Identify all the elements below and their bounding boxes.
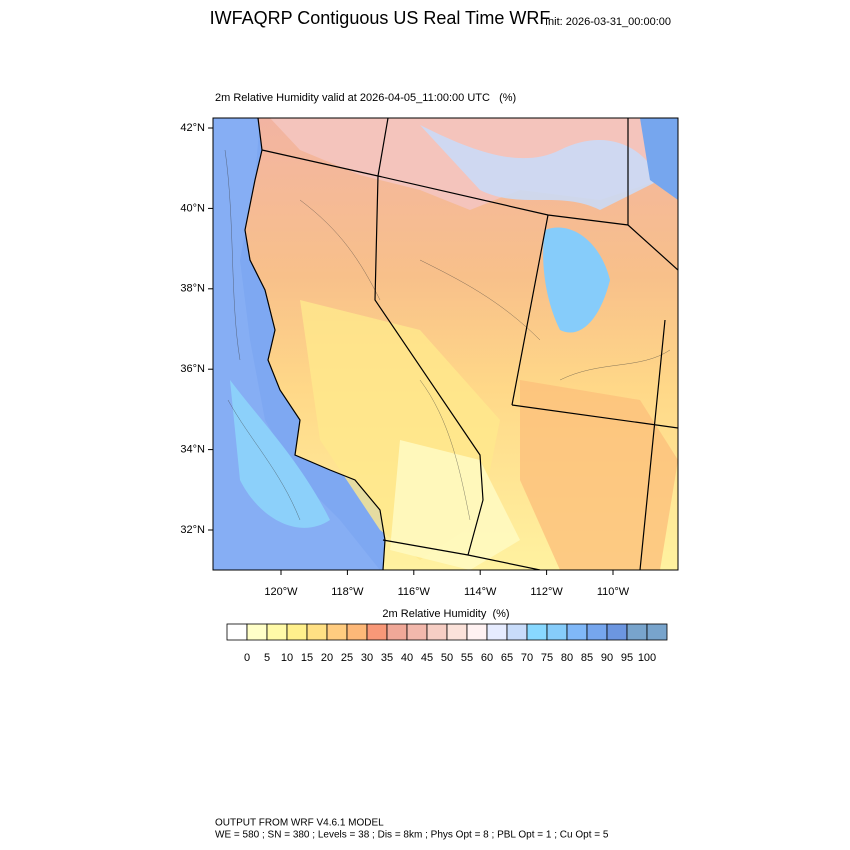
colorbar-label: 10: [281, 652, 293, 664]
colorbar-label: 100: [638, 652, 656, 664]
coastline: [244, 118, 386, 570]
footer-line1: OUTPUT FROM WRF V4.6.1 MODEL: [215, 818, 384, 829]
lon-ticks: 120°W 118°W 116°W 114°W 112°W 110°W: [264, 570, 630, 598]
colorbar-label: 5: [264, 652, 270, 664]
colorbar-label: 85: [581, 652, 593, 664]
lon-tick-label: 112°W: [530, 586, 563, 598]
colorbar-box: [246, 623, 268, 641]
colorbar-box: [366, 623, 388, 641]
colorbar-box: [346, 623, 368, 641]
lat-tick-label: 34°N: [180, 444, 205, 456]
colorbar: 0 5 10 15 20 25 30 35 40 45 50 55 60 65 70 75 80 85 90 95 10…: [226, 623, 668, 664]
colorbar-box: [446, 623, 468, 641]
lon-tick-label: 110°W: [597, 586, 630, 598]
lon-tick-label: 116°W: [398, 586, 431, 598]
colorbar-label: 70: [521, 652, 533, 664]
colorbar-label: 25: [341, 652, 353, 664]
colorbar-label: 45: [421, 652, 433, 664]
colorbar-box: [306, 623, 328, 641]
title: IWFAQRP Contiguous US Real Time WRF: [210, 8, 551, 28]
footer-line2: WE = 580 ; SN = 380 ; Levels = 38 ; Dis …: [215, 830, 609, 841]
colorbar-label: 95: [621, 652, 633, 664]
colorbar-box: [466, 623, 488, 641]
colorbar-title: 2m Relative Humidity (%): [382, 608, 509, 620]
colorbar-label: 60: [481, 652, 493, 664]
north-blue: [420, 125, 660, 210]
lat-tick-label: 40°N: [180, 202, 205, 214]
colorbar-box: [326, 623, 348, 641]
colorbar-label: 90: [601, 652, 613, 664]
init-time: Init: 2026-03-31_00:00:00: [545, 16, 671, 28]
state-borders: [261, 118, 678, 570]
colorbar-box: [646, 623, 668, 641]
map-field: [213, 118, 678, 570]
colorbar-label: 20: [321, 652, 333, 664]
map-frame: [212, 117, 679, 571]
colorbar-box: [486, 623, 508, 641]
colorbar-box: [266, 623, 288, 641]
colorbar-box: [226, 623, 248, 641]
lon-tick-label: 114°W: [464, 586, 497, 598]
colorbar-box: [546, 623, 568, 641]
colorbar-label: 65: [501, 652, 513, 664]
colorbar-label: 35: [381, 652, 393, 664]
utah-blue: [543, 227, 610, 333]
colorbar-label: 75: [541, 652, 553, 664]
lat-ticks: 42°N 40°N 38°N 36°N 34°N 32°N: [180, 122, 213, 536]
ne-blue: [640, 118, 678, 200]
colorbar-label: 55: [461, 652, 473, 664]
colorbar-box: [526, 623, 548, 641]
colorbar-box: [586, 623, 608, 641]
lon-tick-label: 118°W: [331, 586, 364, 598]
colorbar-box: [426, 623, 448, 641]
colorbar-label: 80: [561, 652, 573, 664]
colorbar-box: [566, 623, 588, 641]
lat-tick-label: 36°N: [180, 363, 205, 375]
desert-driest: [390, 440, 520, 570]
lat-tick-label: 32°N: [180, 524, 205, 536]
colorbar-box: [626, 623, 648, 641]
colorbar-label: 15: [301, 652, 313, 664]
lat-tick-label: 42°N: [180, 122, 205, 134]
lon-tick-label: 120°W: [264, 586, 298, 598]
colorbar-label: 40: [401, 652, 413, 664]
colorbar-box: [506, 623, 528, 641]
colorbar-box: [406, 623, 428, 641]
colorbar-label: 0: [244, 652, 250, 664]
colorbar-box: [606, 623, 628, 641]
arizona: [520, 380, 678, 570]
colorbar-box: [286, 623, 308, 641]
contours: [224, 149, 671, 521]
colorbar-box: [386, 623, 408, 641]
colorbar-label: 50: [441, 652, 453, 664]
colorbar-label: 30: [361, 652, 373, 664]
map-subtitle: 2m Relative Humidity valid at 2026-04-05…: [215, 92, 516, 104]
ocean-humid-patch: [230, 380, 330, 528]
lat-tick-label: 38°N: [180, 283, 205, 295]
